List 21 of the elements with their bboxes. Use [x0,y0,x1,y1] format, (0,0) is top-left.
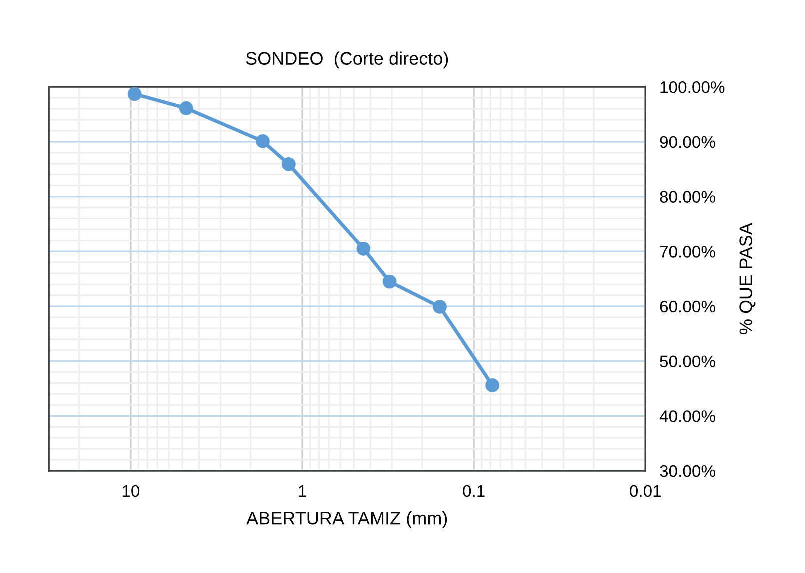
y-tick-label: 90.00% [660,136,716,148]
y-tick-label: 100.00% [660,81,725,94]
x-tick-label: 10 [122,485,140,498]
x-tick-label: 0.01 [630,485,662,498]
y-axis-title: % QUE PASA [740,223,756,334]
x-axis-title: ABERTURA TAMIZ (mm) [246,512,448,528]
y-tick-label: 80.00% [660,191,716,203]
y-tick-label: 50.00% [660,356,716,368]
chart-title: SONDEO (Corte directo) [246,52,448,69]
y-tick-label: 60.00% [660,300,716,313]
y-tick-label: 30.00% [660,465,716,478]
y-tick-label: 40.00% [660,410,716,422]
point [179,102,194,116]
point [128,87,142,102]
y-tick-label: 70.00% [660,246,716,258]
point [282,157,296,172]
point [382,274,397,289]
x-tick-label: 1 [299,486,306,497]
point [433,300,447,314]
x-tick-label: 0.1 [463,485,485,498]
point [486,378,500,392]
